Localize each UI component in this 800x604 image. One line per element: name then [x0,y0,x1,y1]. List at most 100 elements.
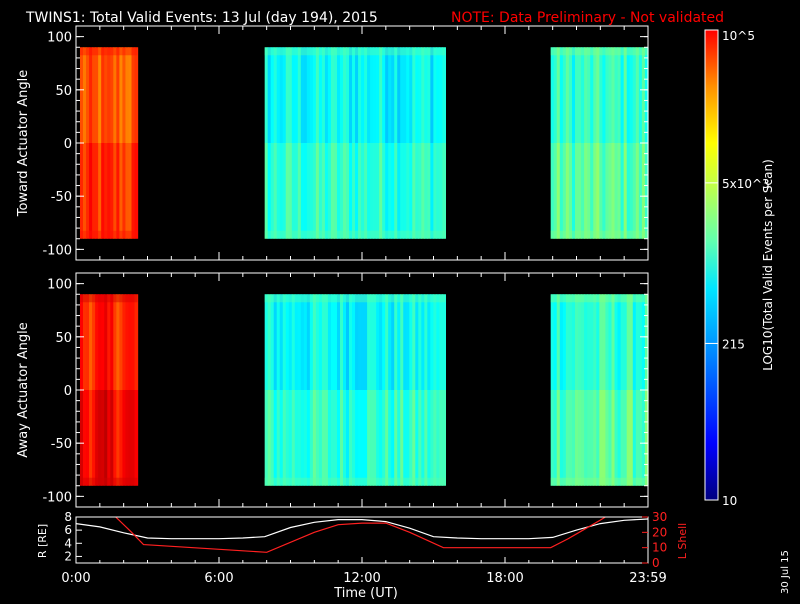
heatmap-column-upper [608,47,613,143]
heatmap-column-lower [330,390,335,486]
heatmap-column-lower [285,143,290,239]
heatmap-column-upper [119,47,124,143]
heatmap-column-lower [562,390,567,486]
heatmap-column-upper [556,47,561,143]
heatmap-column-lower [297,143,302,239]
r-series-line [76,518,648,540]
date-stamp: 30 Jul 15 [780,550,791,594]
heatmap-column-upper [553,47,558,143]
heatmap-column-upper [430,294,434,390]
heatmap-column-upper [388,47,392,143]
heatmap-column-lower [101,390,105,486]
heatmap-column-upper [333,47,338,143]
heatmap-column-upper [83,47,87,143]
heatmap-column-lower [638,143,643,239]
heatmap-column-lower [125,390,130,486]
heatmap-column-lower [590,143,594,239]
data-interval [550,294,649,486]
heatmap-column-lower [400,143,404,239]
heatmap-column-lower [433,143,437,239]
y-tick-label: 50 [55,84,72,99]
heatmap-column-upper [92,47,96,143]
heatmap-column-lower [614,390,619,486]
heatmap-column-upper [412,294,416,390]
heatmap-column-lower [367,390,371,486]
heatmap-column-upper [267,47,272,143]
heatmap-column-lower [273,390,278,486]
heatmap-column-upper [358,47,362,143]
heatmap-column-lower [324,143,329,239]
heatmap-column-lower [623,143,628,239]
heatmap-column-upper [343,47,347,143]
heatmap-column-lower [565,143,570,239]
heatmap-column-lower [394,143,398,239]
heatmap-column-upper [427,294,431,390]
heatmap-column-upper [641,294,646,390]
heatmap-column-lower [276,390,281,486]
heatmap-column-upper [370,47,374,143]
heatmap-column-lower [312,390,317,486]
heatmap-column-lower [436,390,440,486]
heatmap-column-lower [388,143,392,239]
heatmap-column-lower [418,143,422,239]
heatmap-column-lower [98,390,102,486]
l-shell-tick-label: 10 [652,541,667,555]
heatmap-column-upper [427,47,431,143]
heatmap-column-lower [321,143,326,239]
heatmap-column-upper [95,294,99,390]
heatmap-column-upper [125,294,130,390]
heatmap-column-upper [553,294,558,390]
heatmap-column-upper [638,294,643,390]
heatmap-column-lower [306,143,311,239]
heatmap-column-lower [587,143,591,239]
heatmap-column-lower [611,143,616,239]
heatmap-column-lower [355,390,359,486]
heatmap-column-lower [309,143,314,239]
heatmap-column-lower [104,143,108,239]
heatmap-column-lower [327,143,332,239]
heatmap-column-upper [303,294,308,390]
heatmap-column-lower [131,390,136,486]
heatmap-column-upper [562,294,567,390]
heatmap-column-upper [83,294,87,390]
heatmap-column-lower [593,143,597,239]
heatmap-column-upper [611,294,616,390]
heatmap-column-upper [367,294,371,390]
heatmap-column-lower [403,143,407,239]
heatmap-column-lower [421,390,425,486]
heatmap-column-upper [409,294,413,390]
heatmap-column-lower [581,390,585,486]
heatmap-column-lower [590,390,594,486]
heatmap-column-lower [83,390,87,486]
heatmap-column-lower [587,390,591,486]
heatmap-column-upper [439,294,443,390]
heatmap-column-lower [626,390,631,486]
heatmap-column-upper [418,294,422,390]
heatmap-column-upper [297,294,302,390]
y-tick-label: 100 [47,278,72,293]
heatmap-column-upper [415,294,419,390]
heatmap-column-lower [300,390,305,486]
heatmap-column-upper [418,47,422,143]
heatmap-column-upper [550,47,555,143]
heatmap-column-upper [409,47,413,143]
heatmap-column-lower [635,143,640,239]
heatmap-column-lower [611,390,616,486]
heatmap-column-lower [86,390,90,486]
heatmap-column-upper [92,294,96,390]
heatmap-column-upper [568,294,573,390]
heatmap-column-upper [122,47,127,143]
heatmap-column-lower [436,143,440,239]
heatmap-edge-top [79,47,138,56]
heatmap-edge-top [79,294,138,303]
y-tick-label: -50 [51,190,72,205]
data-interval [550,47,649,239]
heatmap-column-upper [113,47,117,143]
heatmap-column-lower [370,390,374,486]
heatmap-column-lower [559,390,564,486]
heatmap-column-upper [346,47,350,143]
heatmap-column-upper [336,47,341,143]
heatmap-column-lower [614,143,619,239]
heatmap-column-lower [336,390,341,486]
